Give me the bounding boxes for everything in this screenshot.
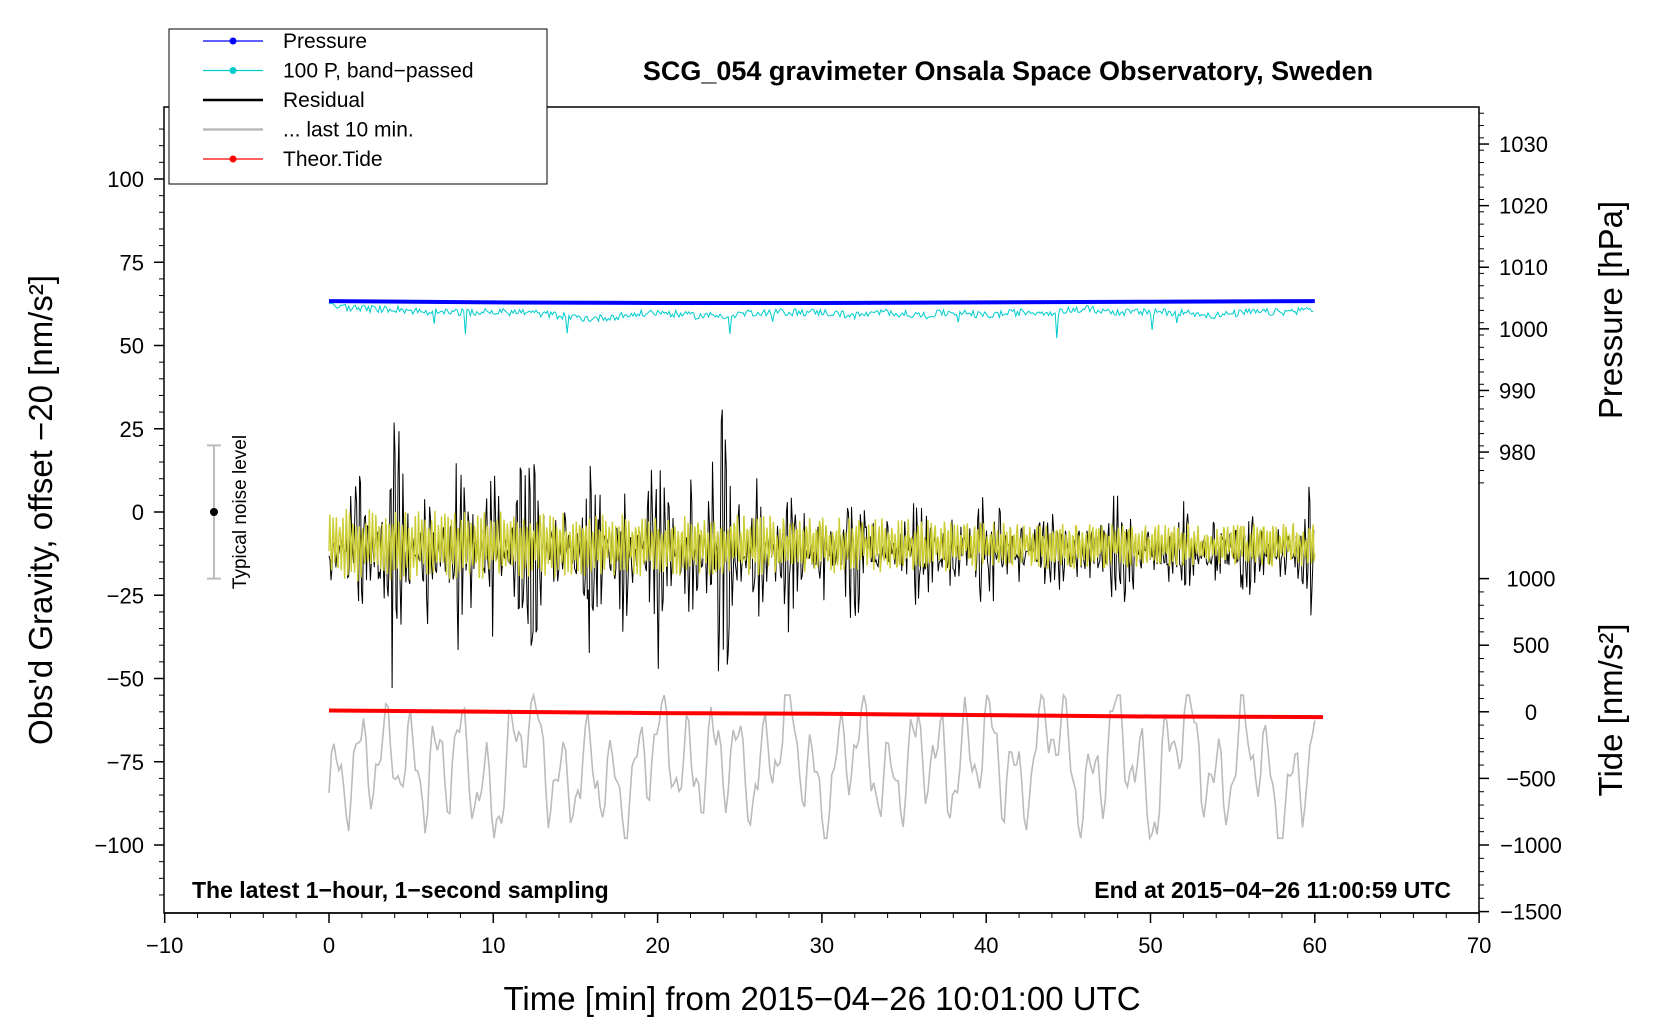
legend-item: Theor.Tide (203, 148, 383, 171)
sampling-note: The latest 1−hour, 1−second sampling (192, 877, 609, 903)
series-line (328, 708, 1324, 720)
series-line (328, 691, 1316, 842)
x-tick-label: 0 (323, 933, 335, 958)
y-left-tick-label: −50 (107, 667, 144, 692)
series-line (328, 302, 1314, 339)
x-tick-label: −10 (146, 933, 183, 958)
pressure-tick-label: 1000 (1499, 317, 1548, 342)
pressure-tick-label: 990 (1499, 378, 1536, 403)
series-last-10-min (328, 691, 1316, 842)
legend: Pressure 100 P, band−passed Residual ... la… (168, 28, 548, 185)
y-left-tick-label: 100 (107, 167, 144, 192)
series-pressure (328, 299, 1315, 305)
y-left-tick-label: −75 (107, 750, 144, 775)
x-tick-label: 50 (1138, 933, 1162, 958)
legend-swatch-dot (229, 67, 237, 74)
legend-label: Theor.Tide (283, 148, 383, 171)
y-left-tick-label: 50 (120, 334, 144, 359)
tide-axis: 1000 500 0 −500 −1000 −1500 (1479, 567, 1562, 925)
x-tick-label: 60 (1303, 933, 1327, 958)
x-axis: −10 0 10 20 30 40 50 60 70 (146, 912, 1491, 958)
series-line (328, 299, 1315, 305)
y-left-tick-label: −25 (107, 583, 144, 608)
chart-title: SCG_054 gravimeter Onsala Space Observat… (643, 56, 1373, 86)
tide-tick-label: −1500 (1500, 900, 1562, 925)
legend-swatch-dot (229, 155, 237, 163)
legend-label: Residual (283, 89, 365, 112)
noise-level-bar (206, 444, 221, 580)
noise-bar-dot (209, 508, 218, 516)
noise-level-label: Typical noise level (230, 435, 251, 589)
series-line (328, 508, 1316, 582)
end-time-note: End at 2015−04−26 11:00:59 UTC (1094, 877, 1451, 903)
y-axis-left: 100 75 50 25 0 −25 −50 −75 −100 (94, 128, 164, 896)
x-tick-label: 10 (481, 933, 505, 958)
tide-tick-label: 500 (1513, 633, 1550, 658)
x-tick-label: 40 (974, 933, 998, 958)
y-left-tick-label: −100 (94, 833, 144, 858)
pressure-axis: 1030 1020 1010 1000 990 980 (1479, 112, 1548, 484)
tide-axis-title: Tide [nm/s²] (1592, 624, 1629, 797)
legend-swatch-dot (229, 37, 237, 45)
series-theor-tide (328, 708, 1324, 720)
y-left-tick-label: 75 (120, 250, 144, 275)
x-axis-title: Time [min] from 2015−04−26 10:01:00 UTC (503, 980, 1140, 1017)
series-100p-band-passed (328, 302, 1314, 339)
tide-tick-label: 0 (1525, 700, 1537, 725)
pressure-tick-label: 1030 (1499, 132, 1548, 157)
y-left-tick-label: 0 (132, 500, 144, 525)
y-axis-left-title: Obs'd Gravity, offset −20 [nm/s²] (22, 275, 59, 745)
pressure-tick-label: 1010 (1499, 255, 1548, 280)
pressure-tick-label: 1020 (1499, 194, 1548, 219)
x-tick-label: 70 (1467, 933, 1491, 958)
legend-item: Pressure (203, 30, 367, 53)
legend-item: Residual (203, 89, 365, 112)
tide-tick-label: −1000 (1500, 833, 1562, 858)
legend-label: ... last 10 min. (283, 119, 414, 142)
legend-label: Pressure (283, 30, 367, 53)
tide-tick-label: −500 (1506, 766, 1556, 791)
x-tick-label: 30 (810, 933, 834, 958)
pressure-tick-label: 980 (1499, 440, 1536, 465)
x-tick-label: 20 (645, 933, 669, 958)
legend-label: 100 P, band−passed (283, 60, 474, 83)
y-left-tick-label: 25 (120, 417, 144, 442)
legend-item: ... last 10 min. (203, 119, 414, 142)
legend-item: 100 P, band−passed (203, 60, 474, 83)
series-residual-filtered (328, 508, 1316, 582)
tide-tick-label: 1000 (1507, 567, 1556, 592)
pressure-axis-title: Pressure [hPa] (1592, 201, 1629, 419)
